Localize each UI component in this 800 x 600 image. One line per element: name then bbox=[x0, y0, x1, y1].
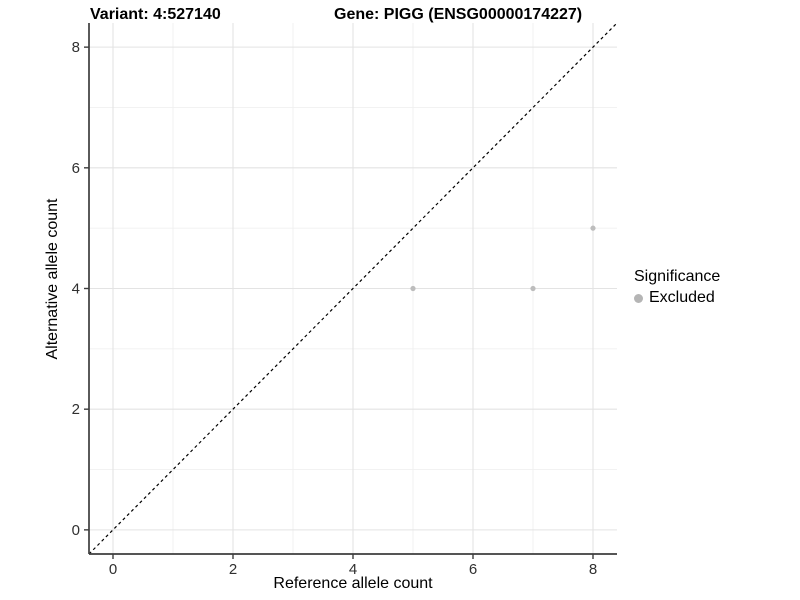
x-tick-label: 6 bbox=[469, 561, 477, 578]
legend-item-excluded: Excluded bbox=[634, 289, 720, 307]
data-point bbox=[590, 225, 596, 231]
x-tick-label: 2 bbox=[229, 561, 237, 578]
identity-reference-line bbox=[88, 22, 618, 555]
legend: Significance Excluded bbox=[634, 268, 720, 307]
legend-item-label: Excluded bbox=[649, 289, 715, 306]
y-tick-label: 0 bbox=[72, 522, 80, 539]
x-axis-label: Reference allele count bbox=[273, 575, 433, 592]
plot-title-gene: Gene: PIGG (ENSG00000174227) bbox=[334, 6, 583, 23]
legend-title: Significance bbox=[634, 268, 721, 285]
data-point bbox=[530, 285, 536, 292]
y-tick-label: 6 bbox=[72, 160, 80, 177]
y-tick-label: 4 bbox=[72, 281, 80, 298]
y-tick-label: 2 bbox=[72, 401, 80, 418]
x-tick-label: 8 bbox=[589, 561, 597, 578]
plot-title-variant: Variant: 4:527140 bbox=[90, 6, 221, 23]
excluded-point-icon bbox=[634, 293, 643, 303]
x-tick-label: 0 bbox=[109, 561, 117, 578]
y-tick-label: 8 bbox=[72, 39, 80, 56]
x-tick-label: 4 bbox=[349, 561, 357, 578]
data-point bbox=[410, 285, 416, 292]
